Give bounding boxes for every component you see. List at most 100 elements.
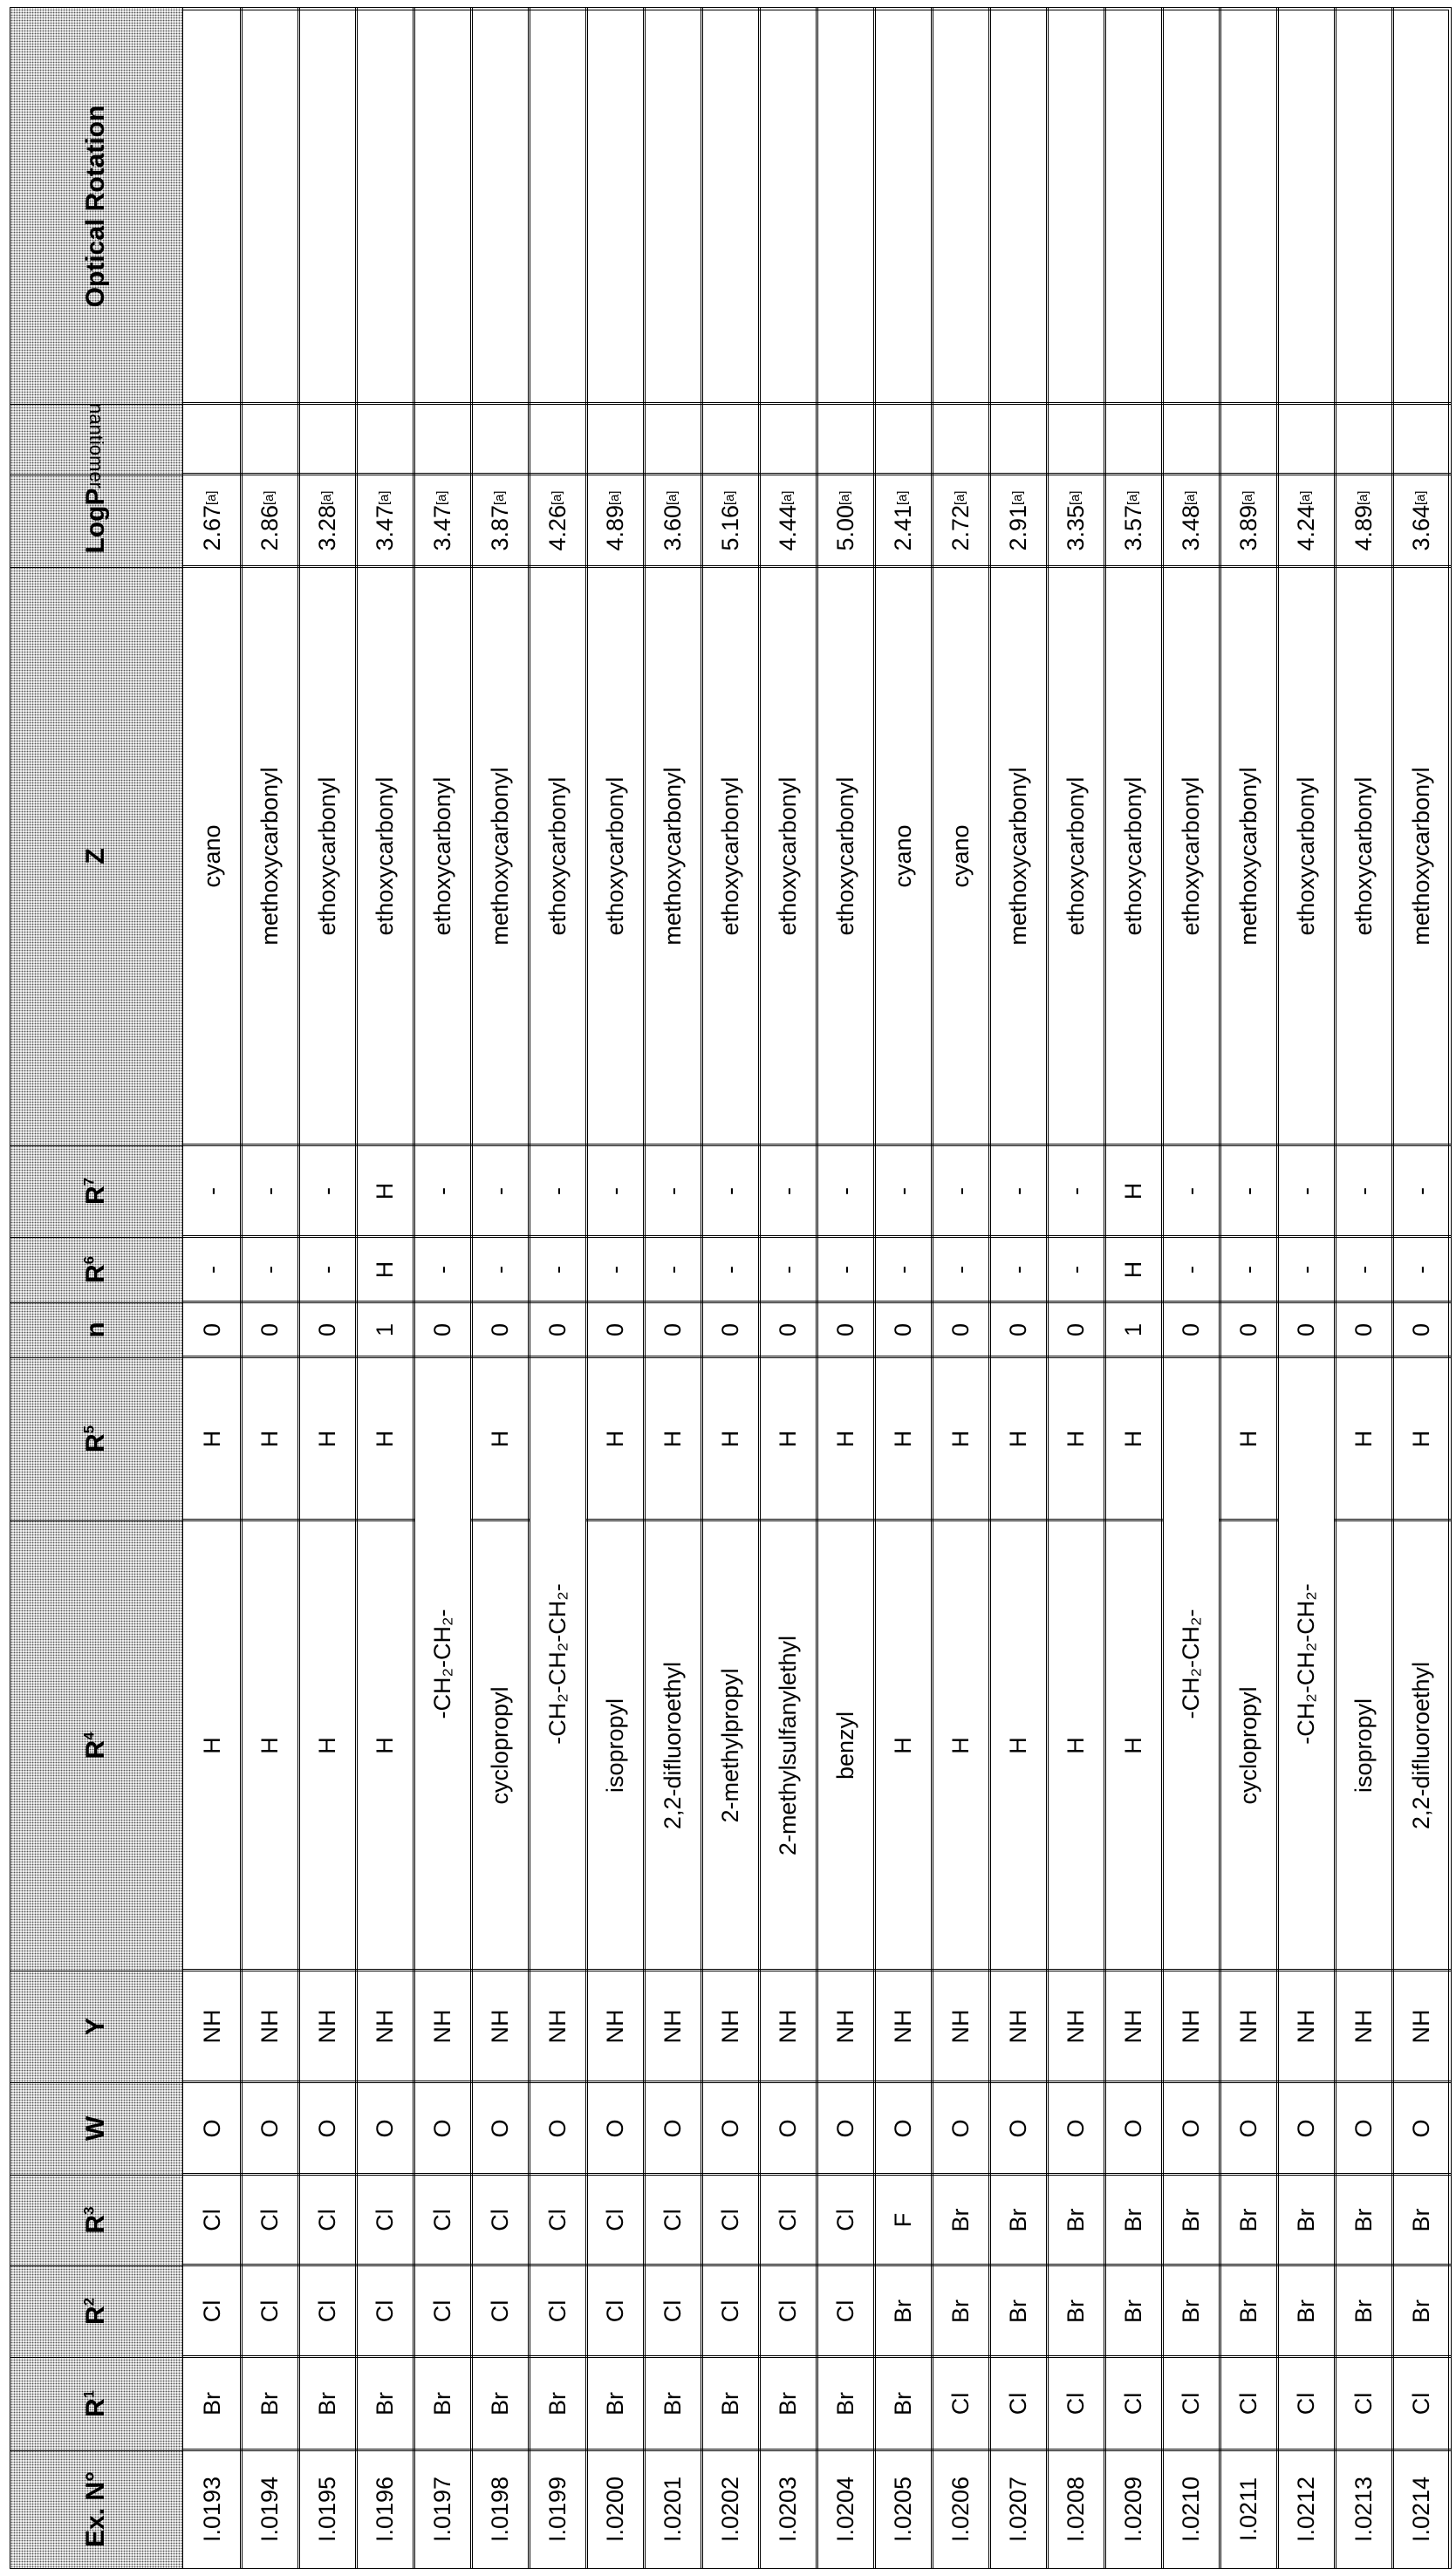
cell-y-text: NH bbox=[314, 2010, 341, 2044]
header-text: R bbox=[81, 1264, 110, 1283]
cell-r5-text: H bbox=[1005, 1431, 1032, 1448]
cell-r3-text: Br bbox=[1408, 2209, 1435, 2232]
cell-r6: - bbox=[1391, 1236, 1452, 1304]
cell-z-text: cyano bbox=[947, 824, 974, 887]
cell-r2: Br bbox=[1391, 2265, 1452, 2359]
cell-logp-text: 2.86 bbox=[256, 505, 284, 551]
cell-r6: - bbox=[643, 1236, 703, 1304]
cell-r2: Cl bbox=[240, 2265, 300, 2359]
cell-r5: H bbox=[470, 1356, 530, 1522]
cell-logp: 4.26[a] bbox=[528, 474, 588, 569]
header-text: R bbox=[81, 2306, 110, 2325]
cell-r5: H bbox=[1104, 1356, 1164, 1522]
cell-w-text: O bbox=[660, 2120, 687, 2138]
cell-r6-text: - bbox=[1178, 1266, 1205, 1274]
cell-w-text: O bbox=[1120, 2120, 1147, 2138]
cell-y: NH bbox=[413, 1970, 473, 2084]
cell-r5-text: H bbox=[372, 1431, 399, 1448]
cell-w-text: O bbox=[832, 2120, 859, 2138]
cell-r6: - bbox=[701, 1236, 761, 1304]
cell-ex-text: I.0199 bbox=[544, 2477, 571, 2542]
cell-ex: I.0196 bbox=[355, 2450, 415, 2570]
cell-logp: 2.41[a] bbox=[873, 474, 933, 569]
cell-r4-text: 2-methylpropyl bbox=[717, 1668, 744, 1822]
cell-logp: 3.47[a] bbox=[413, 474, 473, 569]
cell-n-text: 0 bbox=[487, 1323, 514, 1336]
cell-z: ethoxycarbonyl bbox=[816, 566, 876, 1147]
cell-r7-text: - bbox=[1178, 1187, 1205, 1195]
cell-r2: Cl bbox=[413, 2265, 473, 2359]
cell-r4-text: 2,2-difluoroethyl bbox=[1408, 1662, 1435, 1829]
cell-r5-text: H bbox=[1350, 1431, 1377, 1448]
cell-z-text: ethoxycarbonyl bbox=[832, 777, 859, 936]
cell-n-text: 0 bbox=[199, 1323, 226, 1336]
logp-footnote: [a] bbox=[1414, 490, 1428, 505]
cell-r6-text: - bbox=[947, 1266, 974, 1274]
cell-y-text: NH bbox=[890, 2010, 917, 2044]
cell-ex: I.0193 bbox=[182, 2450, 243, 2570]
cell-r6-text: - bbox=[1293, 1266, 1320, 1274]
cell-z-text: ethoxycarbonyl bbox=[1350, 777, 1377, 936]
cell-r1-text: Cl bbox=[1235, 2393, 1262, 2415]
cell-z-text: ethoxycarbonyl bbox=[544, 777, 571, 936]
cell-logp: 5.16[a] bbox=[701, 474, 761, 569]
header-label: LogP bbox=[81, 489, 111, 554]
cell-r5-text: H bbox=[314, 1431, 341, 1448]
cell-ex: I.0206 bbox=[931, 2450, 991, 2570]
cell-r4-text: isopropyl bbox=[602, 1698, 629, 1793]
cell-z: ethoxycarbonyl bbox=[758, 566, 818, 1147]
cell-y: NH bbox=[1391, 1970, 1452, 2084]
header-superscript: 2 bbox=[82, 2298, 98, 2306]
cell-n-text: 0 bbox=[717, 1323, 744, 1336]
cell-r7: - bbox=[297, 1145, 358, 1239]
cell-y-text: NH bbox=[429, 2010, 456, 2044]
cell-w-text: O bbox=[717, 2120, 744, 2138]
cell-ex-text: I.0197 bbox=[429, 2477, 456, 2542]
cell-logp: 3.48[a] bbox=[1161, 474, 1221, 569]
cell-r4: H bbox=[931, 1520, 991, 1972]
cell-y: NH bbox=[1046, 1970, 1106, 2084]
cell-logp: 3.87[a] bbox=[470, 474, 530, 569]
cell-enantiomer bbox=[470, 403, 530, 476]
logp-footnote: [a] bbox=[1011, 490, 1025, 505]
header-n: n bbox=[10, 1302, 184, 1359]
cell-y-text: NH bbox=[1120, 2010, 1147, 2044]
cell-r4-text: H bbox=[314, 1737, 341, 1754]
cell-logp-text: 2.72 bbox=[947, 505, 974, 551]
cell-w-text: O bbox=[256, 2120, 284, 2138]
cell-n-text: 0 bbox=[1235, 1323, 1262, 1336]
cell-r2-text: Br bbox=[1063, 2299, 1090, 2323]
cell-z-text: methoxycarbonyl bbox=[487, 767, 514, 945]
cell-r7: - bbox=[1391, 1145, 1452, 1239]
cell-w: O bbox=[643, 2081, 703, 2176]
cell-y: NH bbox=[1334, 1970, 1394, 2084]
cell-r3-text: Cl bbox=[314, 2209, 341, 2231]
cell-y: NH bbox=[1104, 1970, 1164, 2084]
cell-r3-text: Br bbox=[1293, 2209, 1320, 2232]
cell-ex: I.0205 bbox=[873, 2450, 933, 2570]
cell-enantiomer bbox=[758, 403, 818, 476]
cell-r1: Br bbox=[643, 2356, 703, 2452]
cell-r7-text: H bbox=[372, 1183, 399, 1200]
cell-r4-text: cyclopropyl bbox=[1235, 1686, 1262, 1804]
cell-logp: 4.24[a] bbox=[1276, 474, 1336, 569]
cell-r7-text: - bbox=[660, 1187, 687, 1195]
cell-n: 0 bbox=[873, 1302, 933, 1359]
cell-r6: - bbox=[585, 1236, 646, 1304]
cell-ex: I.0202 bbox=[701, 2450, 761, 2570]
cell-optical_rotation bbox=[988, 8, 1049, 406]
cell-logp: 2.67[a] bbox=[182, 474, 243, 569]
cell-r2: Cl bbox=[528, 2265, 588, 2359]
cell-ex-text: I.0206 bbox=[947, 2477, 974, 2542]
cell-r4: H bbox=[873, 1520, 933, 1972]
header-superscript: 7 bbox=[82, 1178, 98, 1186]
cell-y-text: NH bbox=[1350, 2010, 1377, 2044]
cell-r1: Br bbox=[528, 2356, 588, 2452]
cell-n-text: 0 bbox=[890, 1323, 917, 1336]
cell-optical_rotation bbox=[1161, 8, 1221, 406]
cell-z-text: ethoxycarbonyl bbox=[1178, 777, 1205, 936]
cell-r2: Cl bbox=[182, 2265, 243, 2359]
cell-w-text: O bbox=[890, 2120, 917, 2138]
cell-r1-text: Br bbox=[660, 2392, 687, 2415]
cell-logp: 3.60[a] bbox=[643, 474, 703, 569]
